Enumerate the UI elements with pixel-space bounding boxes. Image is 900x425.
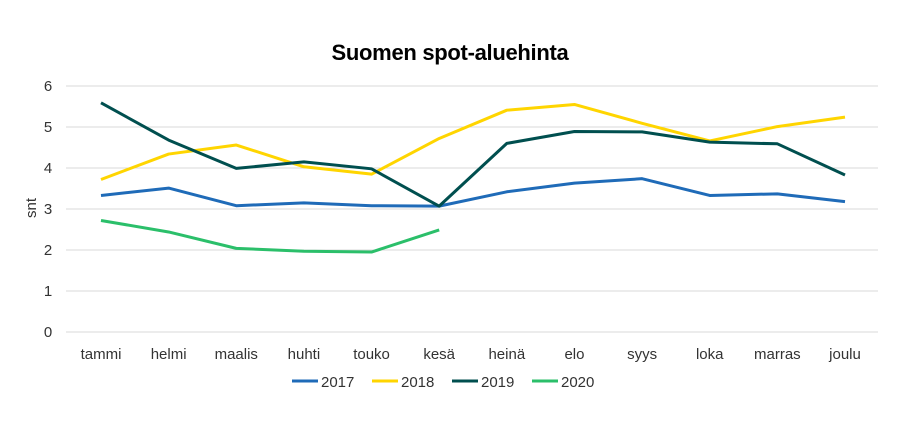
y-tick-label: 5 bbox=[44, 119, 52, 136]
y-tick-label: 0 bbox=[44, 324, 52, 341]
x-tick-label: elo bbox=[564, 346, 584, 363]
x-tick-label: helmi bbox=[151, 346, 187, 363]
series-line-2019 bbox=[100, 101, 846, 208]
x-tick-label: tammi bbox=[81, 346, 122, 363]
y-tick-label: 4 bbox=[44, 160, 52, 177]
y-tick-label: 3 bbox=[44, 201, 52, 218]
y-axis-label: snt bbox=[23, 197, 40, 218]
y-tick-label: 1 bbox=[44, 283, 52, 300]
x-tick-label: huhti bbox=[288, 346, 321, 363]
x-tick-label: kesä bbox=[423, 346, 455, 363]
series-line-2020 bbox=[100, 219, 440, 254]
x-tick-label: maalis bbox=[215, 346, 258, 363]
legend-label-2020: 2020 bbox=[561, 374, 594, 391]
x-tick-label: joulu bbox=[828, 346, 861, 363]
x-tick-label: marras bbox=[754, 346, 801, 363]
legend-label-2017: 2017 bbox=[321, 374, 354, 391]
legend-label-2019: 2019 bbox=[481, 374, 514, 391]
series-line-2018 bbox=[100, 102, 846, 181]
x-tick-label: touko bbox=[353, 346, 390, 363]
legend-label-2018: 2018 bbox=[401, 374, 434, 391]
x-tick-label: loka bbox=[696, 346, 724, 363]
y-tick-label: 2 bbox=[44, 242, 52, 259]
chart-title: Suomen spot-aluehinta bbox=[331, 40, 569, 65]
x-tick-label: heinä bbox=[488, 346, 525, 363]
y-tick-label: 6 bbox=[44, 78, 52, 95]
series-line-2017 bbox=[100, 177, 846, 208]
x-tick-label: syys bbox=[627, 346, 657, 363]
